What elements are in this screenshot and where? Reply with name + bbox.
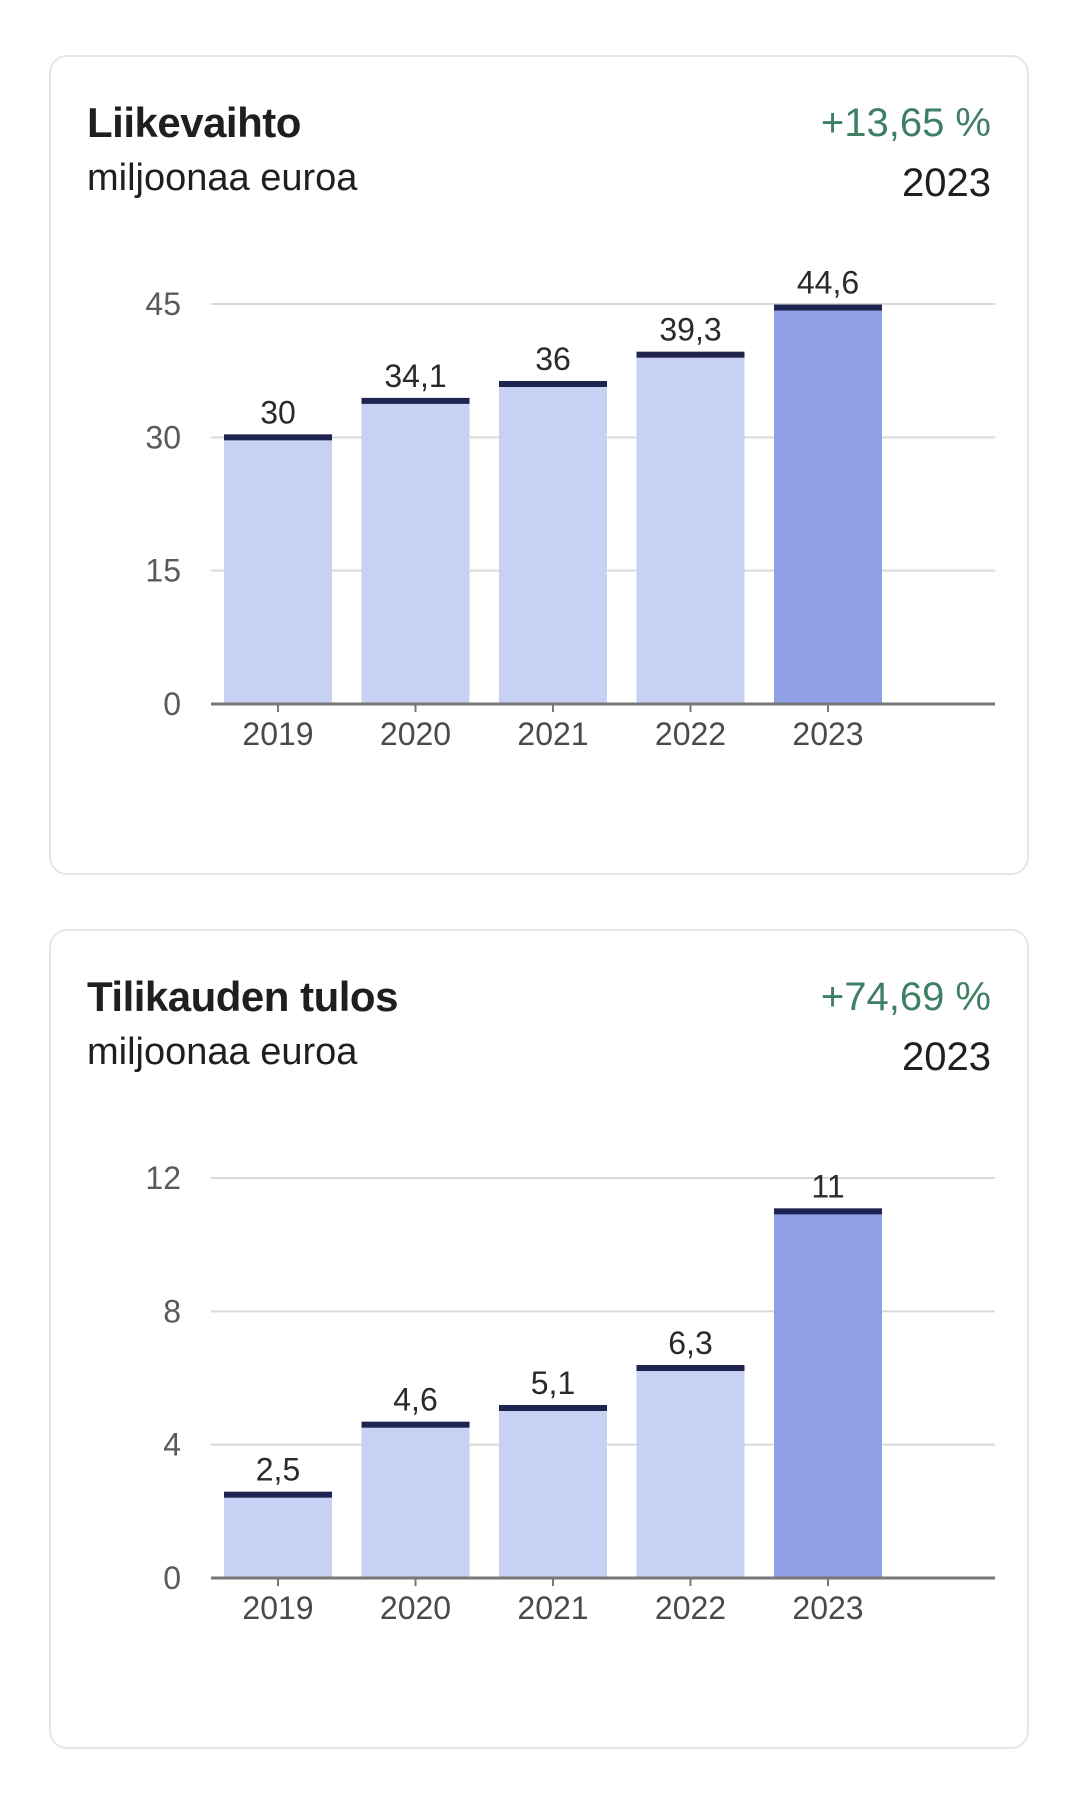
x-tick-label: 2023: [792, 1590, 863, 1626]
bar: [636, 1368, 745, 1578]
chart-subtitle: miljoonaa euroa: [87, 157, 358, 199]
y-tick-label: 0: [163, 686, 181, 722]
chart-title: Liikevaihto: [87, 99, 301, 146]
data-label: 36: [535, 341, 571, 377]
profit-bar-chart: 0 4 8 12 2,5 2019 4,6 2020 5,1 2021 6,3 2022 11 2023: [145, 1160, 995, 1626]
data-label: 44,6: [797, 265, 859, 301]
x-tick-label: 2021: [517, 1590, 588, 1626]
x-tick-label: 2019: [242, 1590, 313, 1626]
chart-subtitle: miljoonaa euroa: [87, 1031, 358, 1073]
data-label: 34,1: [384, 358, 446, 394]
data-label: 6,3: [668, 1325, 712, 1361]
bar-cap: [499, 1405, 607, 1411]
bar-cap: [636, 1365, 745, 1371]
revenue-chart-card: Liikevaihto miljoonaa euroa +13,65 % 202…: [49, 55, 1029, 875]
change-percentage: +13,65 %: [820, 101, 991, 145]
bar-cap: [499, 381, 607, 387]
bar-cap: [361, 397, 470, 404]
y-tick-label: 4: [163, 1427, 181, 1463]
bar: [774, 1211, 882, 1578]
data-label: 11: [811, 1168, 844, 1204]
bar-cap: [361, 1421, 470, 1428]
y-tick-label: 30: [145, 419, 181, 455]
data-label: 30: [260, 394, 296, 430]
y-tick-label: 0: [163, 1560, 181, 1596]
bar-cap: [774, 1208, 882, 1215]
chart-title: Tilikauden tulos: [87, 973, 398, 1020]
chart-year: 2023: [902, 161, 991, 205]
x-tick-label: 2023: [792, 716, 863, 752]
bar: [361, 1424, 470, 1578]
x-tick-label: 2020: [380, 1590, 451, 1626]
y-tick-label: 8: [163, 1293, 181, 1329]
x-tick-label: 2020: [380, 716, 451, 752]
x-tick-label: 2022: [655, 716, 726, 752]
x-tick-label: 2019: [242, 716, 313, 752]
bar-cap: [224, 1491, 332, 1498]
bar-cap: [774, 304, 882, 311]
change-percentage: +74,69 %: [820, 975, 991, 1019]
data-label: 4,6: [393, 1382, 437, 1418]
bar: [499, 1408, 607, 1578]
x-tick-label: 2022: [655, 1590, 726, 1626]
bar: [499, 384, 607, 704]
revenue-bar-chart: 0 15 30 45 30 2019 34,1 2020 36 2021 39,3 2022 44,6 2…: [145, 265, 995, 752]
bar: [224, 1494, 332, 1578]
chart-year: 2023: [902, 1035, 991, 1079]
bar: [361, 400, 470, 704]
y-tick-label: 12: [145, 1160, 181, 1196]
y-tick-label: 15: [145, 553, 181, 589]
data-label: 5,1: [531, 1365, 575, 1401]
bar: [774, 307, 882, 704]
profit-chart-card: Tilikauden tulos miljoonaa euroa +74,69 …: [49, 929, 1029, 1749]
data-label: 2,5: [256, 1452, 300, 1488]
bar: [224, 437, 332, 704]
x-tick-label: 2021: [517, 716, 588, 752]
bar-cap: [636, 351, 745, 358]
data-label: 39,3: [659, 312, 721, 348]
y-tick-label: 45: [145, 286, 181, 322]
bar-cap: [224, 434, 332, 441]
bar: [636, 354, 745, 704]
